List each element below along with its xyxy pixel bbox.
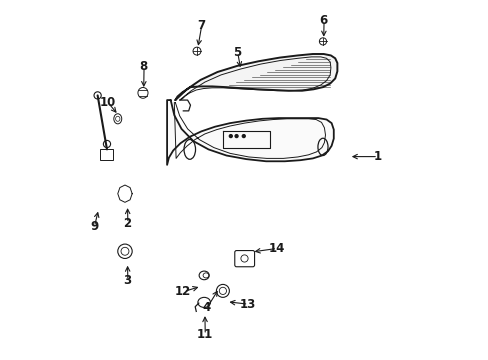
Text: 7: 7 [197,19,205,32]
Text: 2: 2 [123,217,131,230]
Text: 6: 6 [319,14,327,27]
Text: 1: 1 [373,150,381,163]
Text: 8: 8 [139,60,147,73]
Text: 4: 4 [202,301,210,314]
Text: 11: 11 [196,328,213,341]
Polygon shape [175,54,337,100]
Text: 3: 3 [123,274,131,287]
Circle shape [228,134,232,138]
Text: 13: 13 [240,298,256,311]
Text: 14: 14 [268,242,285,255]
Text: 12: 12 [175,285,191,298]
Text: 9: 9 [90,220,98,233]
Circle shape [241,134,245,138]
Text: 10: 10 [100,96,116,109]
Circle shape [234,134,238,138]
Text: 5: 5 [233,46,241,59]
Polygon shape [167,100,333,165]
